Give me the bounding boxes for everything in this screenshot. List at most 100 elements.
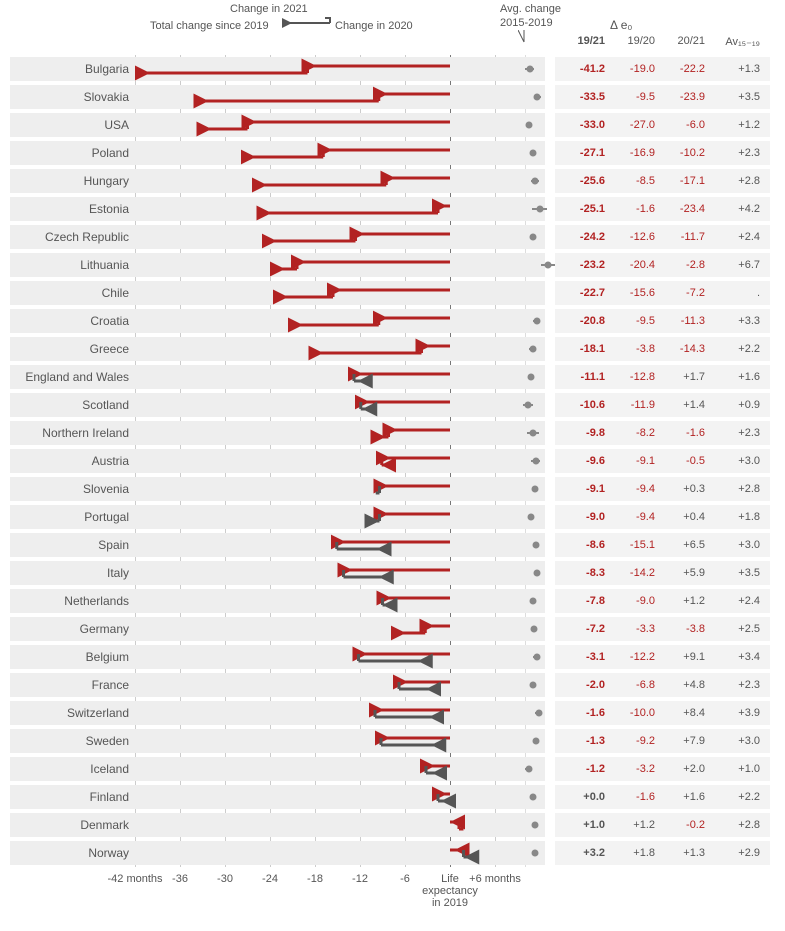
avg-dot [532,542,539,549]
value-cell: -9.4 [610,475,655,503]
col-header: 20/21 [660,35,705,47]
value-cell: -6.0 [660,111,705,139]
avg-dot [530,234,537,241]
value-cell: -27.1 [560,139,605,167]
header-total-since-2019: Total change since 2019 [150,20,269,32]
country-row: Norway+3.2+1.8+1.3+2.9 [0,839,785,867]
value-cell: -3.3 [610,615,655,643]
country-row: Greece-18.1-3.8-14.3+2.2 [0,335,785,363]
value-cell: -1.2 [560,755,605,783]
value-cell: -17.1 [660,167,705,195]
value-cell: +1.3 [660,839,705,867]
x-tick-label: -42 months [107,873,162,885]
value-cell: -7.2 [560,615,605,643]
value-cell: +3.3 [710,307,760,335]
value-cell: +2.3 [710,671,760,699]
value-cell: -8.6 [560,531,605,559]
value-cell: +0.0 [560,783,605,811]
value-cell: +1.6 [710,363,760,391]
value-cell: +2.5 [710,615,760,643]
value-cell: -9.4 [610,503,655,531]
value-cell: -11.7 [660,223,705,251]
value-cell: +2.3 [710,139,760,167]
value-cell: -7.8 [560,587,605,615]
country-row: Netherlands-7.8-9.0+1.2+2.4 [0,587,785,615]
value-cell: -7.2 [660,279,705,307]
value-cell: +3.0 [710,727,760,755]
value-cell: -8.2 [610,419,655,447]
country-row: Germany-7.2-3.3-3.8+2.5 [0,615,785,643]
col-header: Av₁₅₋₁₉ [710,35,760,48]
avg-dot [530,598,537,605]
value-cell: +3.5 [710,559,760,587]
value-cell: -9.2 [610,727,655,755]
avg-dot [532,738,539,745]
value-cell: +2.4 [710,587,760,615]
value-cell: +1.2 [660,587,705,615]
value-cell: -15.6 [610,279,655,307]
value-cell: -3.1 [560,643,605,671]
value-cell: -22.2 [660,55,705,83]
value-cell: -0.5 [660,447,705,475]
value-cell: -23.2 [560,251,605,279]
country-row: Northern Ireland-9.8-8.2-1.6+2.3 [0,419,785,447]
country-row: Czech Republic-24.2-12.6-11.7+2.4 [0,223,785,251]
value-cell: -9.5 [610,307,655,335]
value-cell: -10.0 [610,699,655,727]
country-row: Poland-27.1-16.9-10.2+2.3 [0,139,785,167]
header-avg-change: Avg. change [500,3,561,15]
value-cell: -19.0 [610,55,655,83]
country-row: Belgium-3.1-12.2+9.1+3.4 [0,643,785,671]
value-cell: -3.8 [610,335,655,363]
value-cell: -33.0 [560,111,605,139]
value-cell: +2.8 [710,475,760,503]
value-cell: +3.9 [710,699,760,727]
value-cell: -9.0 [560,503,605,531]
avg-dot [534,570,541,577]
value-cell: +3.5 [710,83,760,111]
country-row: Lithuania-23.2-20.4-2.8+6.7 [0,251,785,279]
value-cell: -25.1 [560,195,605,223]
country-row: Italy-8.3-14.2+5.9+3.5 [0,559,785,587]
country-row: Bulgaria-41.2-19.0-22.2+1.3 [0,55,785,83]
value-cell: +3.4 [710,643,760,671]
value-cell: +6.5 [660,531,705,559]
header-avg-change-sub: 2015-2019 [500,17,553,29]
value-cell: +1.8 [610,839,655,867]
value-cell: -1.6 [560,699,605,727]
value-cell: -23.4 [660,195,705,223]
value-cell: +2.2 [710,783,760,811]
x-tick-label: -30 [217,873,233,885]
header-change-2020: Change in 2020 [335,20,413,32]
country-row: Portugal-9.0-9.4+0.4+1.8 [0,503,785,531]
value-cell: -9.0 [610,587,655,615]
value-cell: -0.2 [660,811,705,839]
value-cell: -33.5 [560,83,605,111]
value-cell: -6.8 [610,671,655,699]
value-cell: -25.6 [560,167,605,195]
value-cell: -11.9 [610,391,655,419]
value-cell: . [710,279,760,307]
rows-area: Bulgaria-41.2-19.0-22.2+1.3Slovakia-33.5… [0,55,785,867]
country-row: Switzerland-1.6-10.0+8.4+3.9 [0,699,785,727]
chart-header: Change in 2021 Total change since 2019 C… [0,0,785,55]
value-cell: +2.8 [710,811,760,839]
value-cell: -16.9 [610,139,655,167]
avg-dot [531,486,538,493]
value-cell: +1.3 [710,55,760,83]
country-row: Scotland-10.6-11.9+1.4+0.9 [0,391,785,419]
value-cell: -10.2 [660,139,705,167]
value-cell: +4.2 [710,195,760,223]
avg-dot [529,346,536,353]
header-delta-e0: Δ e₀ [610,18,632,32]
value-cell: +1.8 [710,503,760,531]
avg-dot [536,206,543,213]
value-cell: +2.9 [710,839,760,867]
country-row: Hungary-25.6-8.5-17.1+2.8 [0,167,785,195]
value-cell: -3.2 [610,755,655,783]
value-cell: -11.1 [560,363,605,391]
avg-dot [535,710,542,717]
avg-dot [531,822,538,829]
value-cell: +0.3 [660,475,705,503]
avg-dot [525,402,532,409]
